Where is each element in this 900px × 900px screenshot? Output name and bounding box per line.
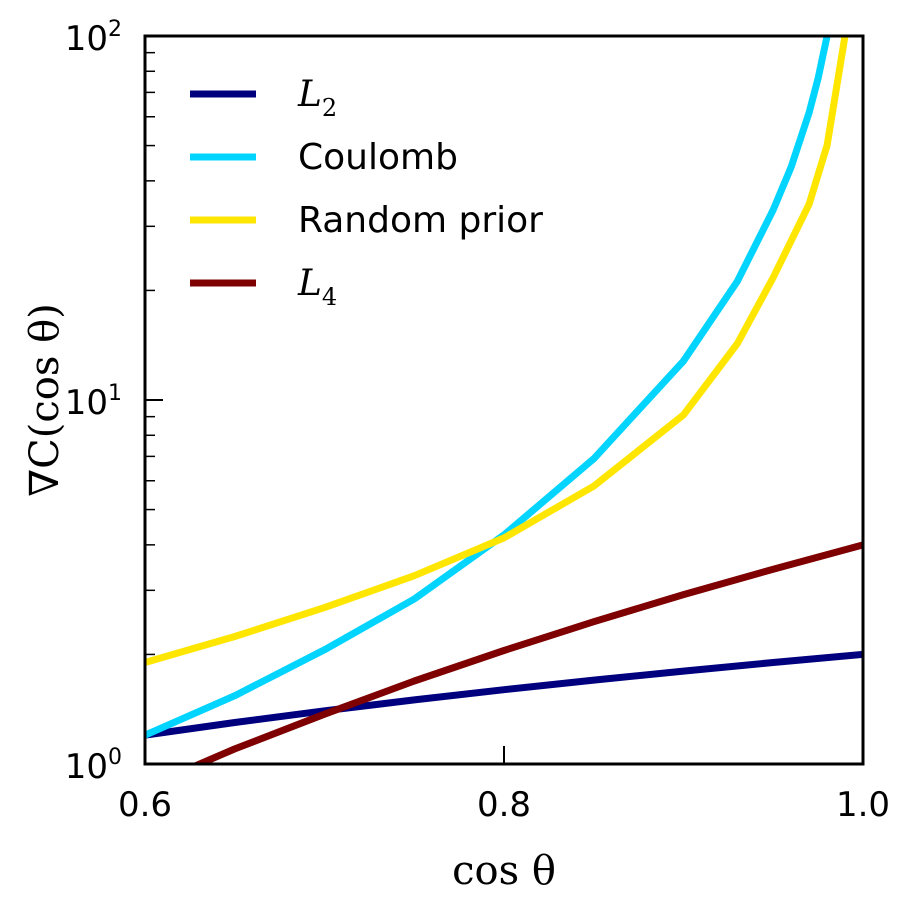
- y-tick-label: 101: [65, 381, 122, 423]
- legend-label-l2: L2: [297, 74, 337, 122]
- series-line-l2: [145, 650, 863, 739]
- x-tick-label: 0.8: [477, 785, 531, 825]
- series-line-random-prior: [145, 36, 849, 666]
- series-line-coulomb: [145, 36, 831, 739]
- ticks-layer: 0.6 0.8 1.0 100 101 102: [65, 17, 890, 825]
- legend: L2 Coulomb Random prior L4: [190, 74, 543, 311]
- series-line-l4: [190, 541, 863, 764]
- y-tick-label: 102: [65, 17, 122, 59]
- y-axis-label: ∇C(cos θ): [22, 303, 68, 497]
- y-tick-label: 100: [65, 745, 122, 787]
- x-tick-label: 1.0: [836, 785, 890, 825]
- series-layer: [145, 36, 863, 764]
- legend-label-random-prior: Random prior: [298, 200, 543, 241]
- plot-frame: [143, 34, 865, 766]
- legend-label-coulomb: Coulomb: [298, 137, 458, 178]
- x-tick-label: 0.6: [118, 785, 172, 825]
- legend-label-l4: L4: [297, 263, 337, 311]
- x-axis-label: cos θ: [452, 848, 556, 894]
